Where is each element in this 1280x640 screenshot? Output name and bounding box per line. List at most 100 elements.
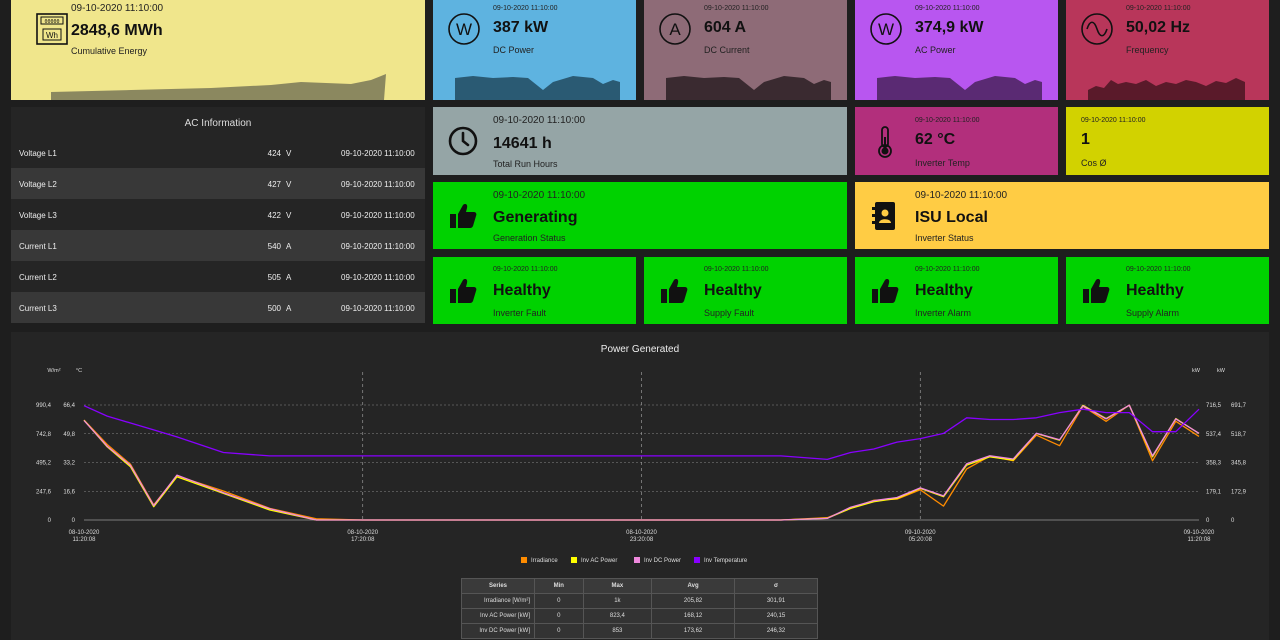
inverter-status-panel[interactable]: 09-10-2020 11:10:00 ISU Local Inverter S… <box>855 182 1269 249</box>
run-hours-label: Total Run Hours <box>493 159 558 169</box>
dc-power-value: 387 kW <box>493 19 549 36</box>
y-tick-label: 691,7 <box>1231 403 1247 409</box>
table-row: Voltage L3 422 V 09-10-2020 11:10:00 <box>19 211 415 220</box>
thumbs-up-icon <box>661 279 688 303</box>
meter-unit: Wh <box>46 31 58 40</box>
dc-power-label: DC Power <box>493 45 535 55</box>
chart-canvas[interactable]: 08-10-202011:20:0808-10-202017:20:0808-1… <box>11 332 1269 572</box>
cumulative-energy-panel[interactable]: 00000 Wh 09-10-2020 11:10:00 2848,6 MWh … <box>11 0 425 100</box>
generation-status-value: Generating <box>493 209 578 226</box>
dc-power-timestamp: 09-10-2020 11:10:00 <box>493 5 558 12</box>
table-row: Voltage L2 427 V 09-10-2020 11:10:00 <box>11 168 425 199</box>
run-hours-panel[interactable]: 09-10-2020 11:10:00 14641 h Total Run Ho… <box>433 107 847 175</box>
frequency-panel[interactable]: 09-10-2020 11:10:00 50,02 Hz Frequency <box>1066 0 1269 100</box>
dc-current-label: DC Current <box>704 45 750 55</box>
series-line-inv-temperature <box>83 405 1200 461</box>
x-tick-label-time: 05:20:08 <box>909 537 933 543</box>
thumbs-up-icon <box>872 279 899 303</box>
svg-text:W: W <box>456 20 472 39</box>
ac-power-sparkline <box>877 76 1042 100</box>
generation-status-panel[interactable]: 09-10-2020 11:10:00 Generating Generatio… <box>433 182 847 249</box>
table-row: Current L1 540 A 09-10-2020 11:10:00 <box>11 230 425 261</box>
table-row: Irradiance [W/m²] 0 1k 205,82 301,91 <box>461 593 818 609</box>
frequency-sparkline <box>1088 78 1245 100</box>
dc-current-panel[interactable]: A 09-10-2020 11:10:00 604 A DC Current <box>644 0 847 100</box>
inverter-fault-value: Healthy <box>493 282 551 299</box>
table-row: Inv AC Power [kW] 0 823,4 168,12 240,15 <box>461 608 818 624</box>
run-hours-timestamp: 09-10-2020 11:10:00 <box>493 115 586 126</box>
generation-status-timestamp: 09-10-2020 11:10:00 <box>493 190 586 201</box>
legend-swatch <box>521 557 527 563</box>
y-tick-label: 16,6 <box>63 489 75 495</box>
series-line-inv-dc-power <box>83 404 1200 521</box>
legend-item-inv-ac-power[interactable]: Inv AC Power <box>571 557 617 564</box>
x-tick-label-time: 11:20:08 <box>73 537 97 543</box>
cos-phi-label: Cos Ø <box>1081 158 1107 168</box>
table-row: Current L3 500 A 09-10-2020 11:10:00 <box>11 292 425 323</box>
y-tick-label: 537,4 <box>1206 432 1222 438</box>
sine-wave-icon <box>1081 13 1113 45</box>
inverter-fault-panel[interactable]: 09-10-2020 11:10:00 Healthy Inverter Fau… <box>433 257 636 324</box>
inverter-fault-timestamp: 09-10-2020 11:10:00 <box>493 266 558 273</box>
frequency-label: Frequency <box>1126 45 1169 55</box>
inverter-temp-value: 62 °C <box>915 131 956 148</box>
inverter-alarm-panel[interactable]: 09-10-2020 11:10:00 Healthy Inverter Ala… <box>855 257 1058 324</box>
clock-icon <box>448 126 478 156</box>
supply-fault-panel[interactable]: 09-10-2020 11:10:00 Healthy Supply Fault <box>644 257 847 324</box>
legend-item-inv-dc-power[interactable]: Inv DC Power <box>634 557 681 564</box>
power-generated-chart[interactable]: Power Generated 08-10-2020 11:20:08 08-10-… <box>11 332 1269 640</box>
x-tick-label-date: 08-10-2020 <box>626 530 657 536</box>
ac-power-panel[interactable]: W 09-10-2020 11:10:00 374,9 kW AC Power <box>855 0 1058 100</box>
y-axis-unit: kW <box>1192 368 1201 374</box>
generation-status-label: Generation Status <box>493 233 566 243</box>
inverter-status-timestamp: 09-10-2020 11:10:00 <box>915 190 1008 201</box>
supply-alarm-value: Healthy <box>1126 282 1184 299</box>
y-tick-label: 0 <box>1231 518 1235 524</box>
y-tick-label: 0 <box>72 518 76 524</box>
energy-label: Cumulative Energy <box>71 46 148 56</box>
ac-power-value: 374,9 kW <box>915 19 984 36</box>
dc-current-timestamp: 09-10-2020 11:10:00 <box>704 5 769 12</box>
x-tick-label-date: 08-10-2020 <box>69 530 100 536</box>
supply-fault-timestamp: 09-10-2020 11:10:00 <box>704 266 769 273</box>
y-axis-unit: °C <box>76 368 82 374</box>
cos-phi-panel[interactable]: 09-10-2020 11:10:00 1 Cos Ø <box>1066 107 1269 175</box>
dc-current-sparkline <box>666 76 831 100</box>
x-tick-label-time: 23:20:08 <box>630 537 654 543</box>
thumbs-up-icon <box>450 279 477 303</box>
energy-timestamp: 09-10-2020 11:10:00 <box>71 3 164 14</box>
y-tick-label: 742,8 <box>36 432 52 438</box>
legend-swatch <box>634 557 640 563</box>
supply-fault-value: Healthy <box>704 282 762 299</box>
supply-alarm-panel[interactable]: 09-10-2020 11:10:00 Healthy Supply Alarm <box>1066 257 1269 324</box>
y-tick-label: 49,8 <box>63 432 75 438</box>
legend-item-inv-temperature[interactable]: Inv Temperature <box>694 557 747 564</box>
ac-power-timestamp: 09-10-2020 11:10:00 <box>915 5 980 12</box>
watt-icon: W <box>448 13 480 45</box>
dc-power-panel[interactable]: W 09-10-2020 11:10:00 387 kW DC Power <box>433 0 636 100</box>
inverter-temp-panel[interactable]: 09-10-2020 11:10:00 62 °C Inverter Temp <box>855 107 1058 175</box>
chart-title: Power Generated <box>600 344 680 355</box>
legend-item-irradiance[interactable]: Irradiance <box>521 557 558 564</box>
inverter-fault-label: Inverter Fault <box>493 308 547 318</box>
x-tick-label-time: 11:20:08 <box>1188 537 1212 543</box>
y-tick-label: 172,9 <box>1231 489 1247 495</box>
y-tick-label: 0 <box>48 518 52 524</box>
meter-digits: 00000 <box>44 19 59 25</box>
thumbs-up-icon <box>450 204 477 228</box>
run-hours-value: 14641 h <box>493 135 552 152</box>
inverter-temp-timestamp: 09-10-2020 11:10:00 <box>915 117 980 124</box>
ac-power-label: AC Power <box>915 45 956 55</box>
y-tick-label: 33,2 <box>63 461 75 467</box>
table-row: Voltage L1 424 V 09-10-2020 11:10:00 <box>19 149 415 158</box>
x-tick-label-date: 08-10-2020 <box>347 530 378 536</box>
y-axis-unit: W/m² <box>47 368 60 374</box>
y-tick-label: 179,1 <box>1206 489 1222 495</box>
y-tick-label: 518,7 <box>1231 432 1247 438</box>
energy-value: 2848,6 MWh <box>71 22 163 39</box>
y-tick-label: 0 <box>1206 518 1210 524</box>
frequency-value: 50,02 Hz <box>1126 19 1191 36</box>
stats-header-row: Series Min Max Avg σ <box>461 578 818 594</box>
table-row: Current L2 505 A 09-10-2020 11:10:00 <box>19 273 415 282</box>
inverter-alarm-label: Inverter Alarm <box>915 308 972 318</box>
